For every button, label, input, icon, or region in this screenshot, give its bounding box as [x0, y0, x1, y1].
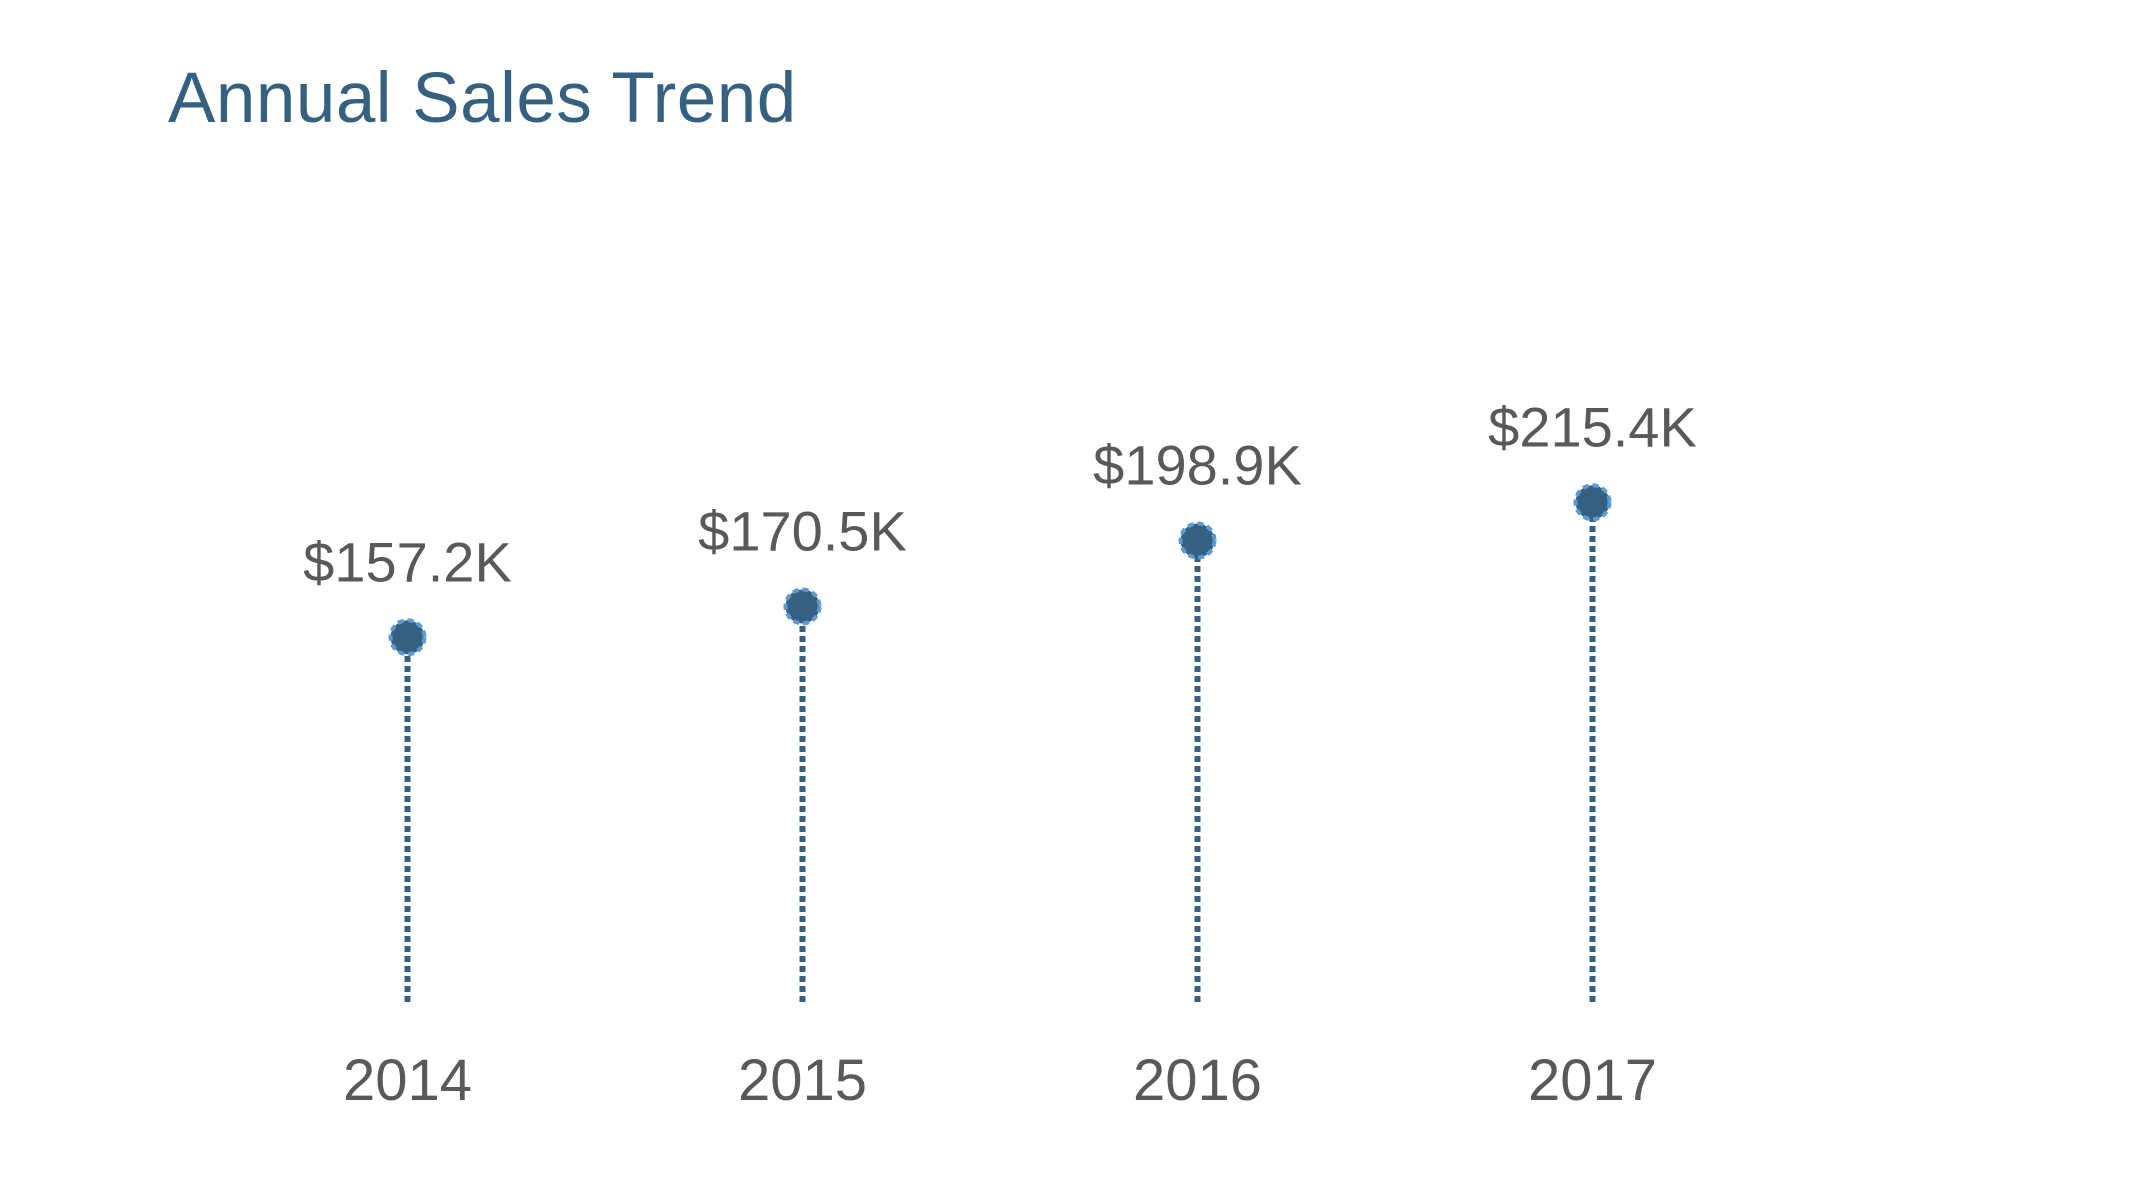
data-label-2017: $215.4K	[1488, 395, 1697, 458]
data-label-2015: $170.5K	[698, 499, 907, 562]
stems-group	[404, 502, 1596, 1002]
x-tick-label-2014: 2014	[343, 1048, 472, 1113]
x-tick-label-2016: 2016	[1133, 1048, 1262, 1113]
x-axis-ticks-group: 2014 2015 2016 2017	[343, 1048, 1657, 1113]
marker-2015	[783, 587, 822, 626]
marker-2017	[1573, 483, 1612, 522]
chart-title: Annual Sales Trend	[168, 59, 797, 138]
x-tick-label-2015: 2015	[738, 1048, 867, 1113]
data-labels-group: $157.2K $170.5K $198.9K $215.4K	[303, 395, 1697, 593]
marker-2014	[388, 618, 427, 657]
markers-group	[388, 483, 1612, 657]
x-tick-label-2017: 2017	[1528, 1048, 1657, 1113]
marker-2016	[1178, 521, 1217, 560]
data-label-2014: $157.2K	[303, 530, 512, 593]
data-label-2016: $198.9K	[1093, 434, 1302, 497]
